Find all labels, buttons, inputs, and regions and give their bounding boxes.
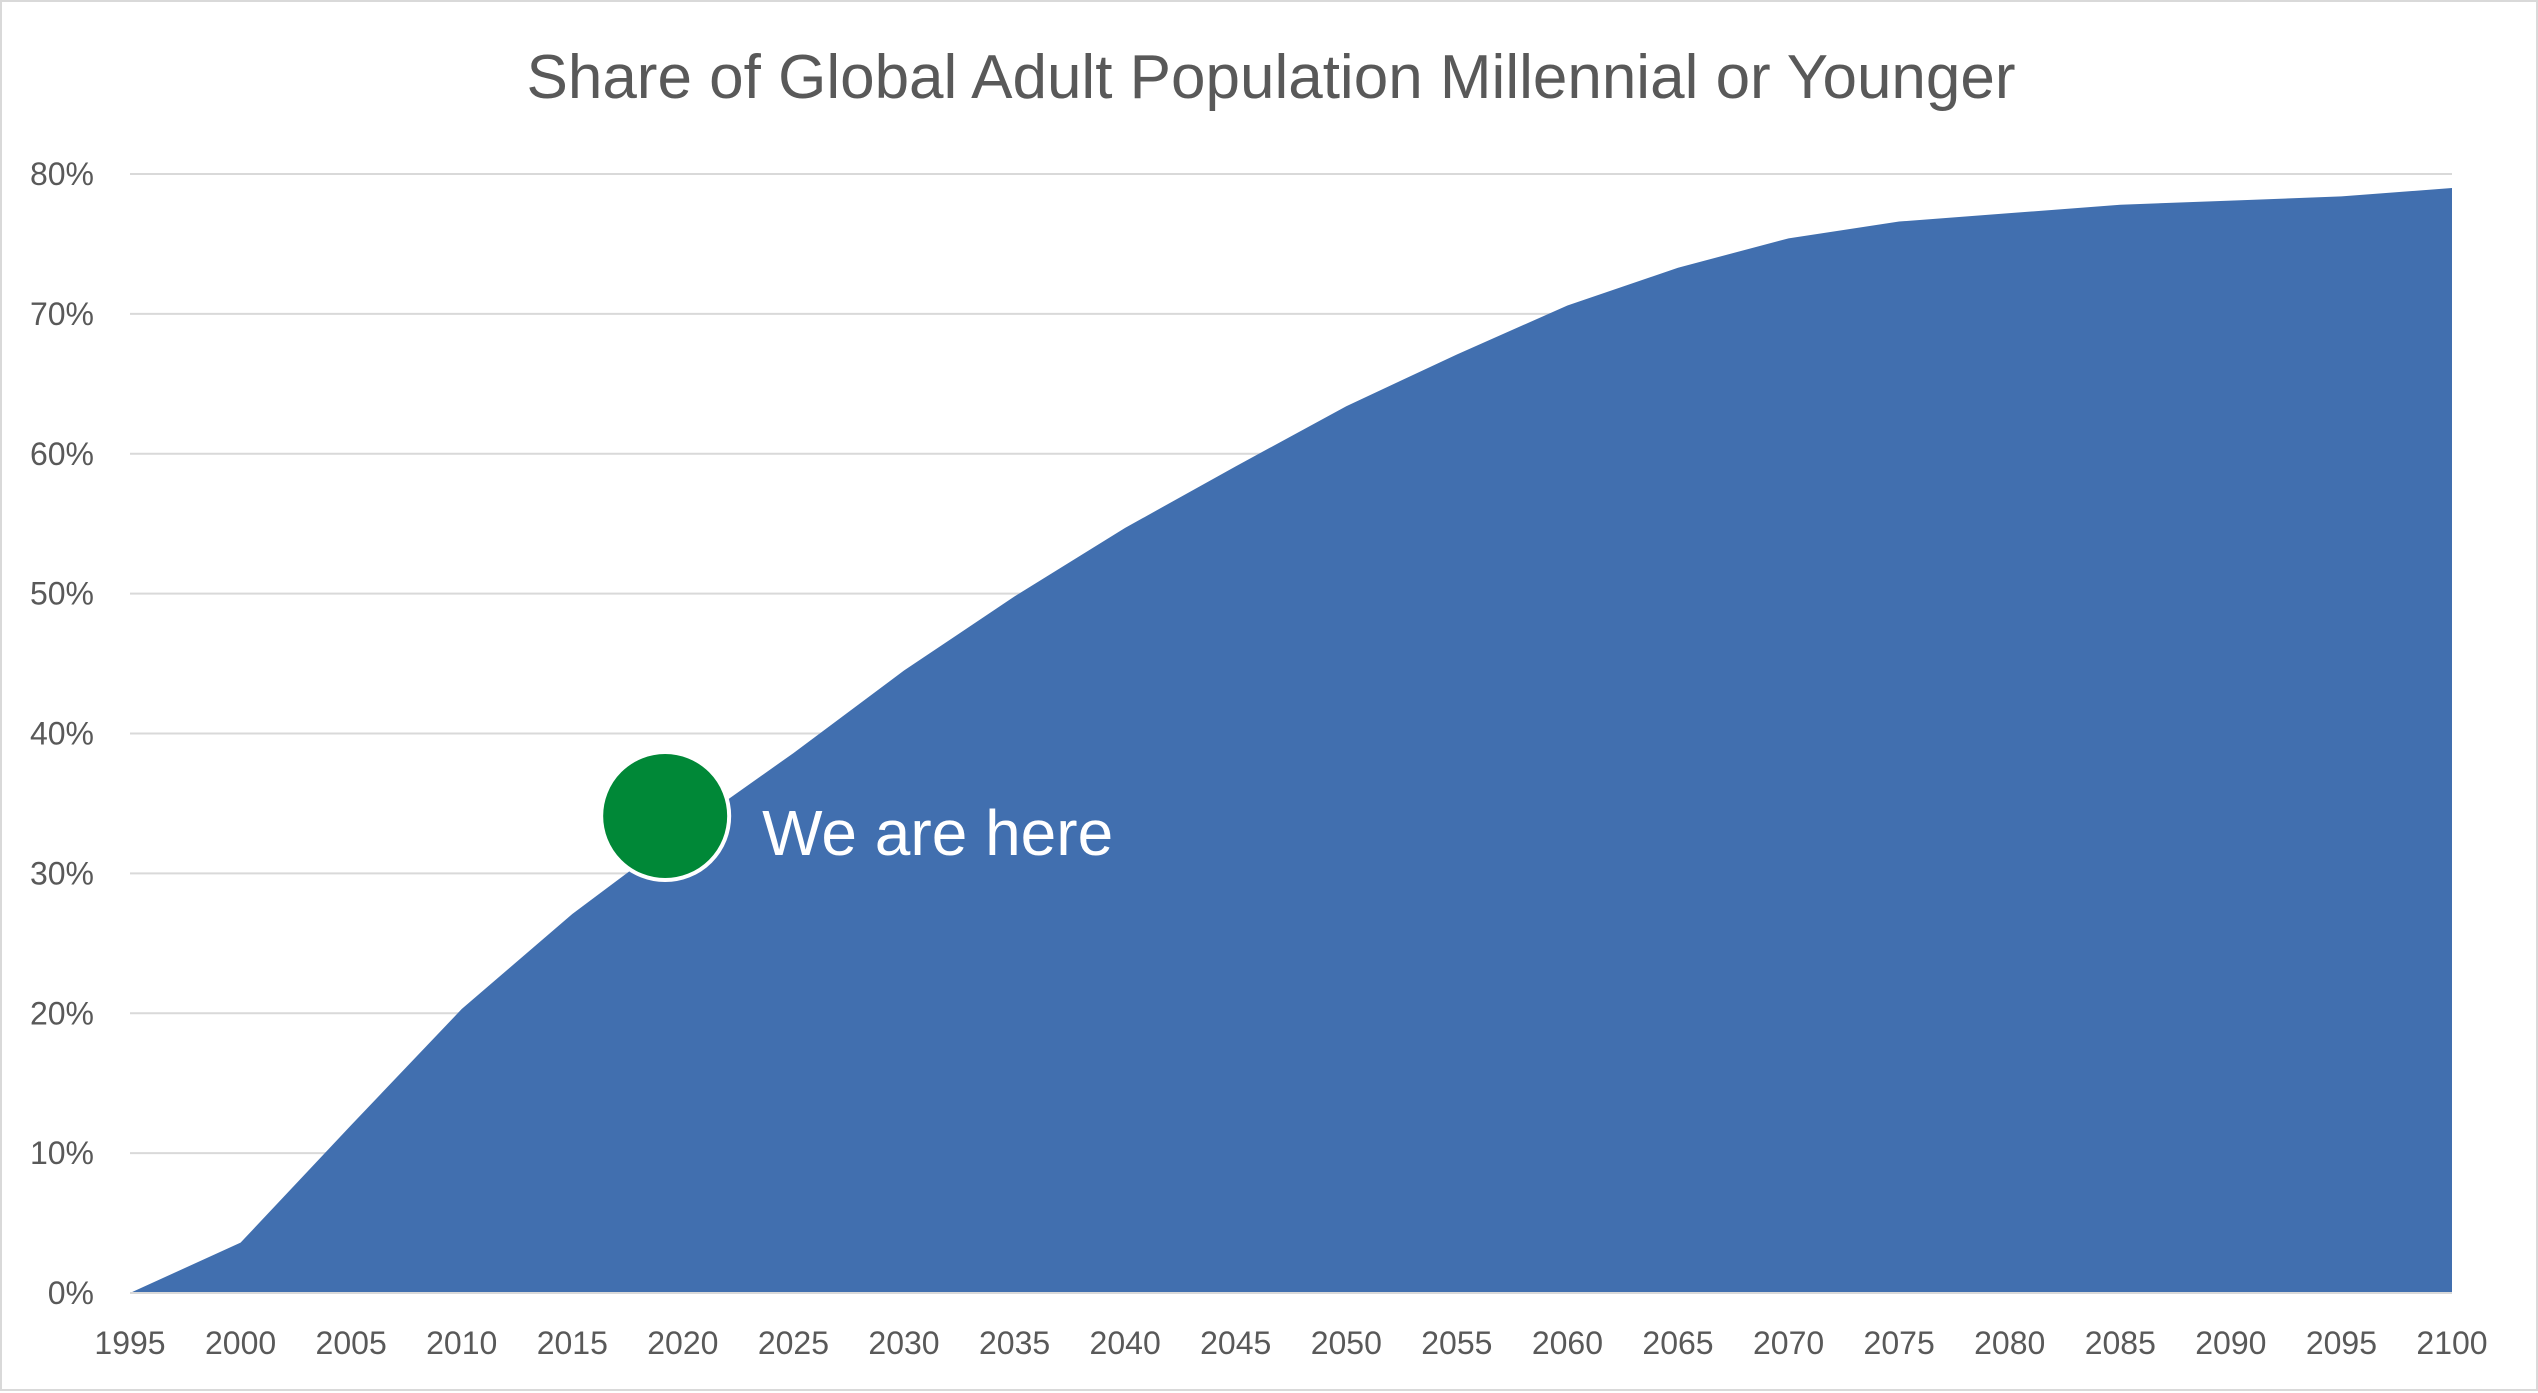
we-are-here-marker [599,750,732,883]
axes: 0% 10% 20% 30% 40% 50% 60% 70% 80% 1995 2000 2005 20… [30,156,2488,1361]
y-tick-label: 50% [30,576,94,612]
y-tick-label: 20% [30,995,94,1031]
annotation-label: We are here [762,797,1113,869]
y-tick-label: 80% [30,156,94,192]
x-tick-label: 2010 [426,1325,497,1361]
x-tick-label: 2095 [2306,1325,2377,1361]
x-tick-label: 2025 [758,1325,829,1361]
y-tick-label: 40% [30,716,94,752]
plot-area [130,187,2452,1293]
x-tick-label: 2055 [1421,1325,1492,1361]
x-tick-label: 2050 [1311,1325,1382,1361]
x-tick-label: 1995 [94,1325,165,1361]
x-tick-label: 2090 [2195,1325,2266,1361]
x-tick-label: 2075 [1864,1325,1935,1361]
x-tick-label: 2100 [2416,1325,2487,1361]
y-tick-label: 30% [30,855,94,891]
x-tick-label: 2065 [1642,1325,1713,1361]
x-tick-label: 2080 [1974,1325,2045,1361]
y-tick-label: 10% [30,1135,94,1171]
x-tick-label: 2060 [1532,1325,1603,1361]
y-tick-label: 60% [30,436,94,472]
y-tick-label: 0% [48,1275,94,1311]
x-tick-label: 2035 [979,1325,1050,1361]
area-series [130,187,2452,1293]
x-tick-label: 2070 [1753,1325,1824,1361]
y-tick-label: 70% [30,296,94,332]
x-tick-label: 2045 [1200,1325,1271,1361]
annotations: We are here [599,750,1113,883]
x-tick-label: 2020 [647,1325,718,1361]
x-tick-label: 2085 [2085,1325,2156,1361]
x-tick-label: 2015 [537,1325,608,1361]
x-tick-label: 2000 [205,1325,276,1361]
chart-title: Share of Global Adult Population Millenn… [526,43,2015,112]
x-tick-label: 2005 [316,1325,387,1361]
x-tick-label: 2030 [868,1325,939,1361]
x-tick-label: 2040 [1090,1325,1161,1361]
